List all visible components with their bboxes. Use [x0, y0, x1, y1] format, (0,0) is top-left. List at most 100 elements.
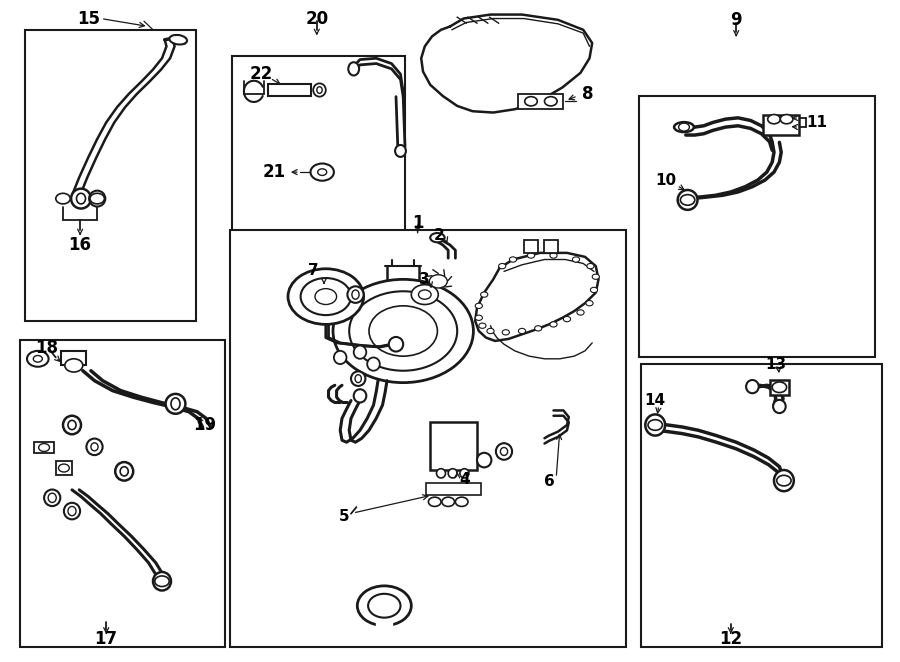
Circle shape	[65, 359, 83, 372]
Circle shape	[499, 263, 506, 269]
Text: 10: 10	[655, 173, 677, 187]
Ellipse shape	[367, 357, 380, 371]
Ellipse shape	[169, 35, 187, 44]
Circle shape	[527, 253, 535, 258]
Text: 17: 17	[94, 630, 118, 648]
Polygon shape	[376, 621, 392, 626]
Ellipse shape	[166, 394, 185, 414]
Ellipse shape	[347, 286, 364, 303]
Circle shape	[442, 497, 454, 506]
Ellipse shape	[352, 290, 359, 299]
Circle shape	[586, 301, 593, 306]
Circle shape	[39, 444, 50, 451]
Bar	[56, 461, 72, 475]
Circle shape	[27, 351, 49, 367]
Ellipse shape	[746, 380, 759, 393]
Ellipse shape	[63, 416, 81, 434]
Bar	[430, 422, 477, 470]
Text: 22: 22	[249, 65, 273, 83]
Bar	[518, 94, 563, 109]
Ellipse shape	[86, 438, 103, 455]
Circle shape	[572, 257, 580, 262]
Ellipse shape	[460, 469, 469, 478]
Ellipse shape	[496, 444, 512, 459]
Circle shape	[768, 115, 780, 124]
Text: 3: 3	[419, 272, 430, 287]
Circle shape	[411, 285, 438, 305]
Circle shape	[772, 382, 787, 393]
Text: 14: 14	[644, 393, 666, 408]
Text: 12: 12	[719, 630, 742, 648]
Circle shape	[368, 594, 400, 618]
Text: 19: 19	[194, 416, 217, 434]
Bar	[763, 115, 799, 135]
Bar	[20, 340, 225, 647]
Circle shape	[475, 303, 482, 308]
Bar	[426, 483, 482, 495]
Text: 20: 20	[305, 9, 328, 28]
Circle shape	[455, 497, 468, 506]
Ellipse shape	[68, 420, 76, 430]
Circle shape	[349, 291, 457, 371]
Text: 21: 21	[263, 163, 286, 181]
Ellipse shape	[356, 375, 362, 383]
Ellipse shape	[436, 469, 446, 478]
Bar	[544, 240, 558, 253]
Ellipse shape	[351, 371, 365, 386]
Circle shape	[544, 97, 557, 106]
Bar	[639, 96, 875, 357]
Ellipse shape	[49, 493, 56, 502]
Ellipse shape	[395, 145, 406, 157]
Text: 15: 15	[76, 9, 100, 28]
Circle shape	[475, 315, 482, 320]
Polygon shape	[475, 253, 598, 341]
Ellipse shape	[389, 337, 403, 352]
Circle shape	[481, 292, 488, 297]
Circle shape	[777, 475, 791, 486]
Text: 16: 16	[68, 236, 92, 254]
Ellipse shape	[153, 572, 171, 591]
Circle shape	[563, 316, 571, 322]
Text: 2: 2	[434, 228, 445, 242]
Circle shape	[288, 269, 364, 324]
Bar	[34, 442, 54, 453]
Text: 5: 5	[338, 509, 349, 524]
Text: 13: 13	[765, 357, 787, 371]
Polygon shape	[421, 15, 592, 113]
Ellipse shape	[500, 448, 508, 455]
Circle shape	[509, 257, 517, 262]
Ellipse shape	[448, 469, 457, 478]
Ellipse shape	[171, 398, 180, 410]
Circle shape	[648, 420, 662, 430]
Circle shape	[58, 464, 69, 472]
Bar	[268, 84, 311, 96]
Text: 8: 8	[582, 85, 593, 103]
Ellipse shape	[71, 189, 91, 209]
Circle shape	[479, 323, 486, 328]
Circle shape	[679, 123, 689, 131]
Ellipse shape	[674, 122, 694, 132]
Bar	[230, 230, 626, 647]
Ellipse shape	[334, 351, 346, 364]
Text: 4: 4	[459, 472, 470, 487]
Ellipse shape	[354, 389, 366, 402]
Circle shape	[590, 287, 598, 293]
Circle shape	[155, 576, 169, 587]
Circle shape	[33, 355, 42, 362]
Ellipse shape	[44, 490, 60, 506]
Ellipse shape	[774, 470, 794, 491]
Circle shape	[550, 322, 557, 327]
Ellipse shape	[64, 503, 80, 519]
Ellipse shape	[430, 233, 445, 242]
Ellipse shape	[317, 87, 322, 93]
Text: 6: 6	[544, 475, 554, 489]
Circle shape	[315, 289, 337, 305]
Circle shape	[333, 279, 473, 383]
Ellipse shape	[678, 190, 698, 210]
Circle shape	[780, 115, 793, 124]
Ellipse shape	[121, 467, 129, 476]
Bar	[524, 240, 538, 253]
Circle shape	[357, 586, 411, 626]
Ellipse shape	[348, 62, 359, 75]
Circle shape	[301, 278, 351, 315]
